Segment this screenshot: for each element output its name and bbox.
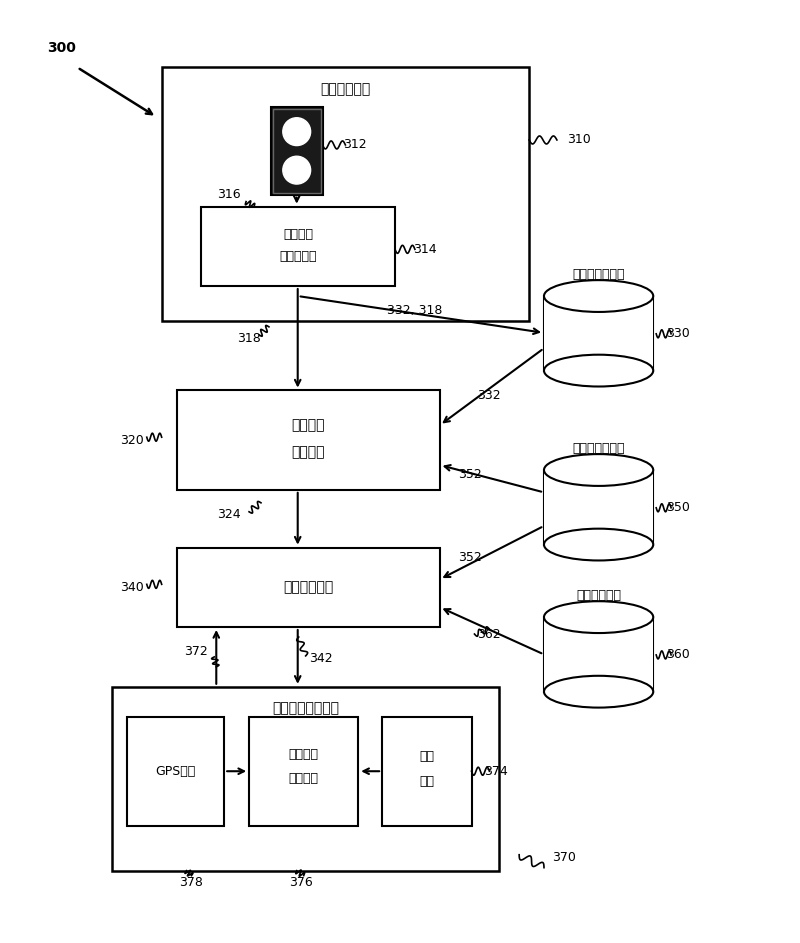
Text: GPS单元: GPS单元 bbox=[155, 765, 196, 778]
Bar bbox=[202, 207, 395, 286]
Text: 预测系统: 预测系统 bbox=[291, 445, 325, 459]
Text: 312: 312 bbox=[343, 139, 367, 152]
Circle shape bbox=[283, 118, 310, 145]
Bar bbox=[177, 390, 440, 490]
Ellipse shape bbox=[544, 602, 654, 633]
Text: 374: 374 bbox=[485, 765, 508, 778]
Ellipse shape bbox=[544, 355, 654, 387]
Text: 地图引擎: 地图引擎 bbox=[289, 748, 318, 761]
Text: 330: 330 bbox=[666, 327, 690, 340]
Text: 332: 332 bbox=[478, 389, 501, 402]
Text: 实时交通: 实时交通 bbox=[283, 228, 314, 240]
Text: 上下班者接口设备: 上下班者接口设备 bbox=[272, 702, 339, 716]
Text: 376: 376 bbox=[289, 876, 313, 889]
Text: 显现系统: 显现系统 bbox=[289, 771, 318, 785]
Text: 历史交通数据库: 历史交通数据库 bbox=[572, 268, 625, 281]
Text: 340: 340 bbox=[120, 581, 144, 594]
Text: 370: 370 bbox=[552, 852, 576, 864]
Bar bbox=[271, 108, 322, 194]
Text: 360: 360 bbox=[666, 649, 690, 661]
Text: 316: 316 bbox=[218, 189, 241, 201]
Text: 350: 350 bbox=[666, 502, 690, 514]
Ellipse shape bbox=[544, 676, 654, 707]
Bar bbox=[544, 296, 654, 371]
Text: 318: 318 bbox=[237, 332, 261, 345]
Text: 过路费数据库: 过路费数据库 bbox=[576, 588, 621, 602]
Bar bbox=[544, 617, 654, 692]
Text: 314: 314 bbox=[413, 242, 437, 256]
Text: 372: 372 bbox=[185, 645, 208, 658]
Bar bbox=[177, 548, 440, 627]
Bar bbox=[162, 67, 529, 321]
Text: 路线处理系统: 路线处理系统 bbox=[283, 580, 334, 594]
Text: 交通拥塞: 交通拥塞 bbox=[291, 419, 325, 432]
Text: 310: 310 bbox=[567, 134, 590, 146]
Bar bbox=[112, 687, 499, 870]
Text: 332, 318: 332, 318 bbox=[387, 305, 442, 318]
Ellipse shape bbox=[544, 529, 654, 560]
Bar bbox=[273, 109, 321, 192]
Text: 道路网络数据库: 道路网络数据库 bbox=[572, 441, 625, 455]
Bar bbox=[382, 717, 471, 826]
Circle shape bbox=[283, 157, 310, 184]
Text: 实时交通系统: 实时交通系统 bbox=[320, 82, 370, 96]
Text: 320: 320 bbox=[120, 434, 144, 447]
Text: 设备: 设备 bbox=[419, 774, 434, 787]
Text: 300: 300 bbox=[47, 41, 76, 55]
Bar bbox=[249, 717, 358, 826]
Bar bbox=[544, 470, 654, 544]
Text: 362: 362 bbox=[478, 627, 501, 640]
Ellipse shape bbox=[544, 280, 654, 312]
Text: 352: 352 bbox=[458, 469, 482, 482]
Text: 数据收集器: 数据收集器 bbox=[279, 250, 317, 263]
Text: 324: 324 bbox=[218, 508, 241, 521]
Text: 378: 378 bbox=[179, 876, 203, 889]
Text: 352: 352 bbox=[458, 551, 482, 564]
Text: 342: 342 bbox=[309, 653, 332, 666]
Bar bbox=[127, 717, 224, 826]
Ellipse shape bbox=[544, 455, 654, 486]
Text: 输入: 输入 bbox=[419, 750, 434, 763]
